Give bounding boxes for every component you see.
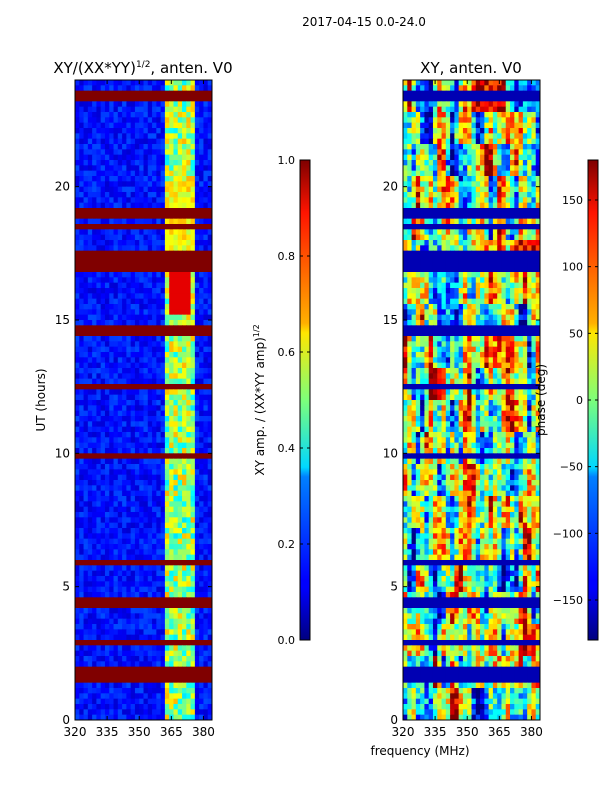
y-tick-label: 20 <box>55 180 70 194</box>
amp-x-axis: 320 335 350 365 380 <box>64 80 215 739</box>
amp-panel-title: XY/(XX*YY)1/2, anten. V0 <box>53 59 232 77</box>
y-tick-label: 20 <box>383 180 398 194</box>
y-tick-label: 10 <box>383 446 398 460</box>
colorbar-tick-label: 0 <box>576 394 583 407</box>
x-tick-label: 365 <box>160 725 183 739</box>
x-tick-label: 335 <box>96 725 119 739</box>
colorbar-tick-label: 0.0 <box>278 634 296 647</box>
frequency-axis-label: frequency (MHz) <box>370 744 469 758</box>
y-tick-label: 5 <box>62 580 70 594</box>
phase-colorbar-ticks: −150 −100 −50 0 50 100 150 <box>553 194 598 607</box>
y-tick: 0 <box>390 713 540 727</box>
colorbar-tick: 0.8 <box>278 250 310 263</box>
y-tick: 20 <box>383 180 540 194</box>
colorbar-tick-label: 0.2 <box>278 538 296 551</box>
phase-x-axis: 320 335 350 365 380 <box>392 80 543 739</box>
colorbar-tick-label: −150 <box>553 594 583 607</box>
amp-heatmap <box>75 80 212 720</box>
y-tick: 5 <box>62 580 212 594</box>
y-tick-label: 15 <box>383 313 398 327</box>
x-tick: 335 <box>424 80 447 739</box>
y-tick: 15 <box>383 313 540 327</box>
x-tick: 350 <box>128 80 151 739</box>
y-tick-label: 10 <box>55 446 70 460</box>
x-tick: 335 <box>96 80 119 739</box>
y-tick: 10 <box>383 446 540 460</box>
phase-colorbar: −150 −100 −50 0 50 100 150 phase (deg) <box>534 159 599 641</box>
x-tick-label: 320 <box>64 725 87 739</box>
colorbar-tick: −50 <box>560 461 598 474</box>
amp-y-axis: 0 5 10 15 20 <box>55 180 212 727</box>
colorbar-tick-label: 100 <box>562 261 583 274</box>
colorbar-tick-label: 50 <box>569 327 583 340</box>
colorbar-tick: 0.0 <box>278 634 310 647</box>
amp-plot-frame <box>74 79 213 721</box>
colorbar-tick: 1.0 <box>278 154 310 167</box>
y-tick: 10 <box>55 446 212 460</box>
amp-colorbar-gradient <box>299 159 311 641</box>
phase-panel-title: XY, anten. V0 <box>420 59 522 77</box>
amp-panel: XY/(XX*YY)1/2, anten. V0 320 335 350 365 380… <box>34 59 233 739</box>
x-tick-label: 365 <box>488 725 511 739</box>
phase-y-axis: 0 5 10 15 20 <box>383 180 540 727</box>
x-tick: 365 <box>160 80 183 739</box>
x-tick-label: 380 <box>520 725 543 739</box>
figure-suptitle: 2017-04-15 0.0-24.0 <box>302 15 426 29</box>
y-tick: 15 <box>55 313 212 327</box>
phase-colorbar-label: phase (deg) <box>534 364 548 436</box>
colorbar-tick: 50 <box>569 327 598 340</box>
colorbar-tick-label: 0.8 <box>278 250 296 263</box>
amp-colorbar: 0.0 0.2 0.4 0.6 0.8 1.0 XY amp. / (XX*YY amp)… <box>252 154 311 647</box>
colorbar-tick: 150 <box>562 194 598 207</box>
y-tick-label: 15 <box>55 313 70 327</box>
x-tick-label: 380 <box>192 725 215 739</box>
colorbar-tick: 0 <box>576 394 598 407</box>
colorbar-tick: −150 <box>553 594 598 607</box>
phase-plot-frame <box>402 79 541 721</box>
x-tick: 365 <box>488 80 511 739</box>
x-tick-label: 335 <box>424 725 447 739</box>
x-tick: 320 <box>64 80 87 739</box>
colorbar-tick-label: 0.4 <box>278 442 296 455</box>
amp-y-axis-label: UT (hours) <box>34 368 48 431</box>
colorbar-tick-label: 0.6 <box>278 346 296 359</box>
x-tick-label: 350 <box>128 725 151 739</box>
colorbar-tick: 0.6 <box>278 346 310 359</box>
x-tick: 320 <box>392 80 415 739</box>
colorbar-tick: 0.4 <box>278 442 310 455</box>
amp-colorbar-ticks: 0.0 0.2 0.4 0.6 0.8 1.0 <box>278 154 310 647</box>
x-tick: 380 <box>192 80 215 739</box>
phase-panel: XY, anten. V0 320 335 350 365 380 0 5 10 15 20 f… <box>370 59 542 758</box>
colorbar-tick-label: 150 <box>562 194 583 207</box>
phase-heatmap <box>403 80 540 720</box>
x-tick-label: 350 <box>456 725 479 739</box>
colorbar-tick: 0.2 <box>278 538 310 551</box>
y-tick: 20 <box>55 180 212 194</box>
colorbar-tick: −100 <box>553 527 598 540</box>
x-tick: 380 <box>520 80 543 739</box>
x-tick-label: 320 <box>392 725 415 739</box>
colorbar-tick-label: −50 <box>560 461 583 474</box>
y-tick: 5 <box>390 580 540 594</box>
amp-colorbar-label: XY amp. / (XX*YY amp)1/2 <box>252 324 267 475</box>
colorbar-tick-label: −100 <box>553 527 583 540</box>
y-tick-label: 0 <box>390 713 398 727</box>
y-tick-label: 0 <box>62 713 70 727</box>
y-tick-label: 5 <box>390 580 398 594</box>
colorbar-tick-label: 1.0 <box>278 154 296 167</box>
y-tick: 0 <box>62 713 212 727</box>
x-tick: 350 <box>456 80 479 739</box>
colorbar-tick: 100 <box>562 261 598 274</box>
